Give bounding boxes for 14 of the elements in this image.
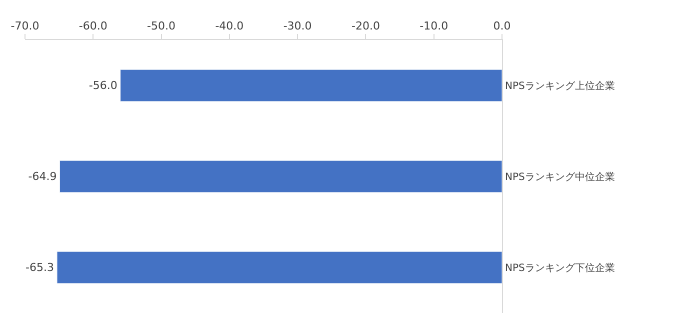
x-tick-label: -50.0: [147, 20, 176, 33]
x-tick-label: -10.0: [420, 20, 448, 33]
data-label: -64.9: [28, 170, 57, 183]
data-label: -65.3: [26, 261, 54, 274]
x-tick-label: -70.0: [10, 20, 40, 33]
y-tick-label: NPSランキング中位企業: [505, 171, 615, 183]
x-tick-label: -60.0: [78, 20, 108, 33]
x-tick-label: -30.0: [283, 20, 312, 33]
x-tick-label: -40.0: [215, 20, 244, 33]
x-tick-label: -20.0: [351, 20, 380, 33]
x-tick-label: 0.0: [493, 20, 511, 33]
data-label: -56.0: [88, 79, 118, 92]
y-tick-label: NPSランキング上位企業: [505, 80, 615, 92]
y-tick-label: NPSランキング下位企業: [505, 262, 615, 274]
